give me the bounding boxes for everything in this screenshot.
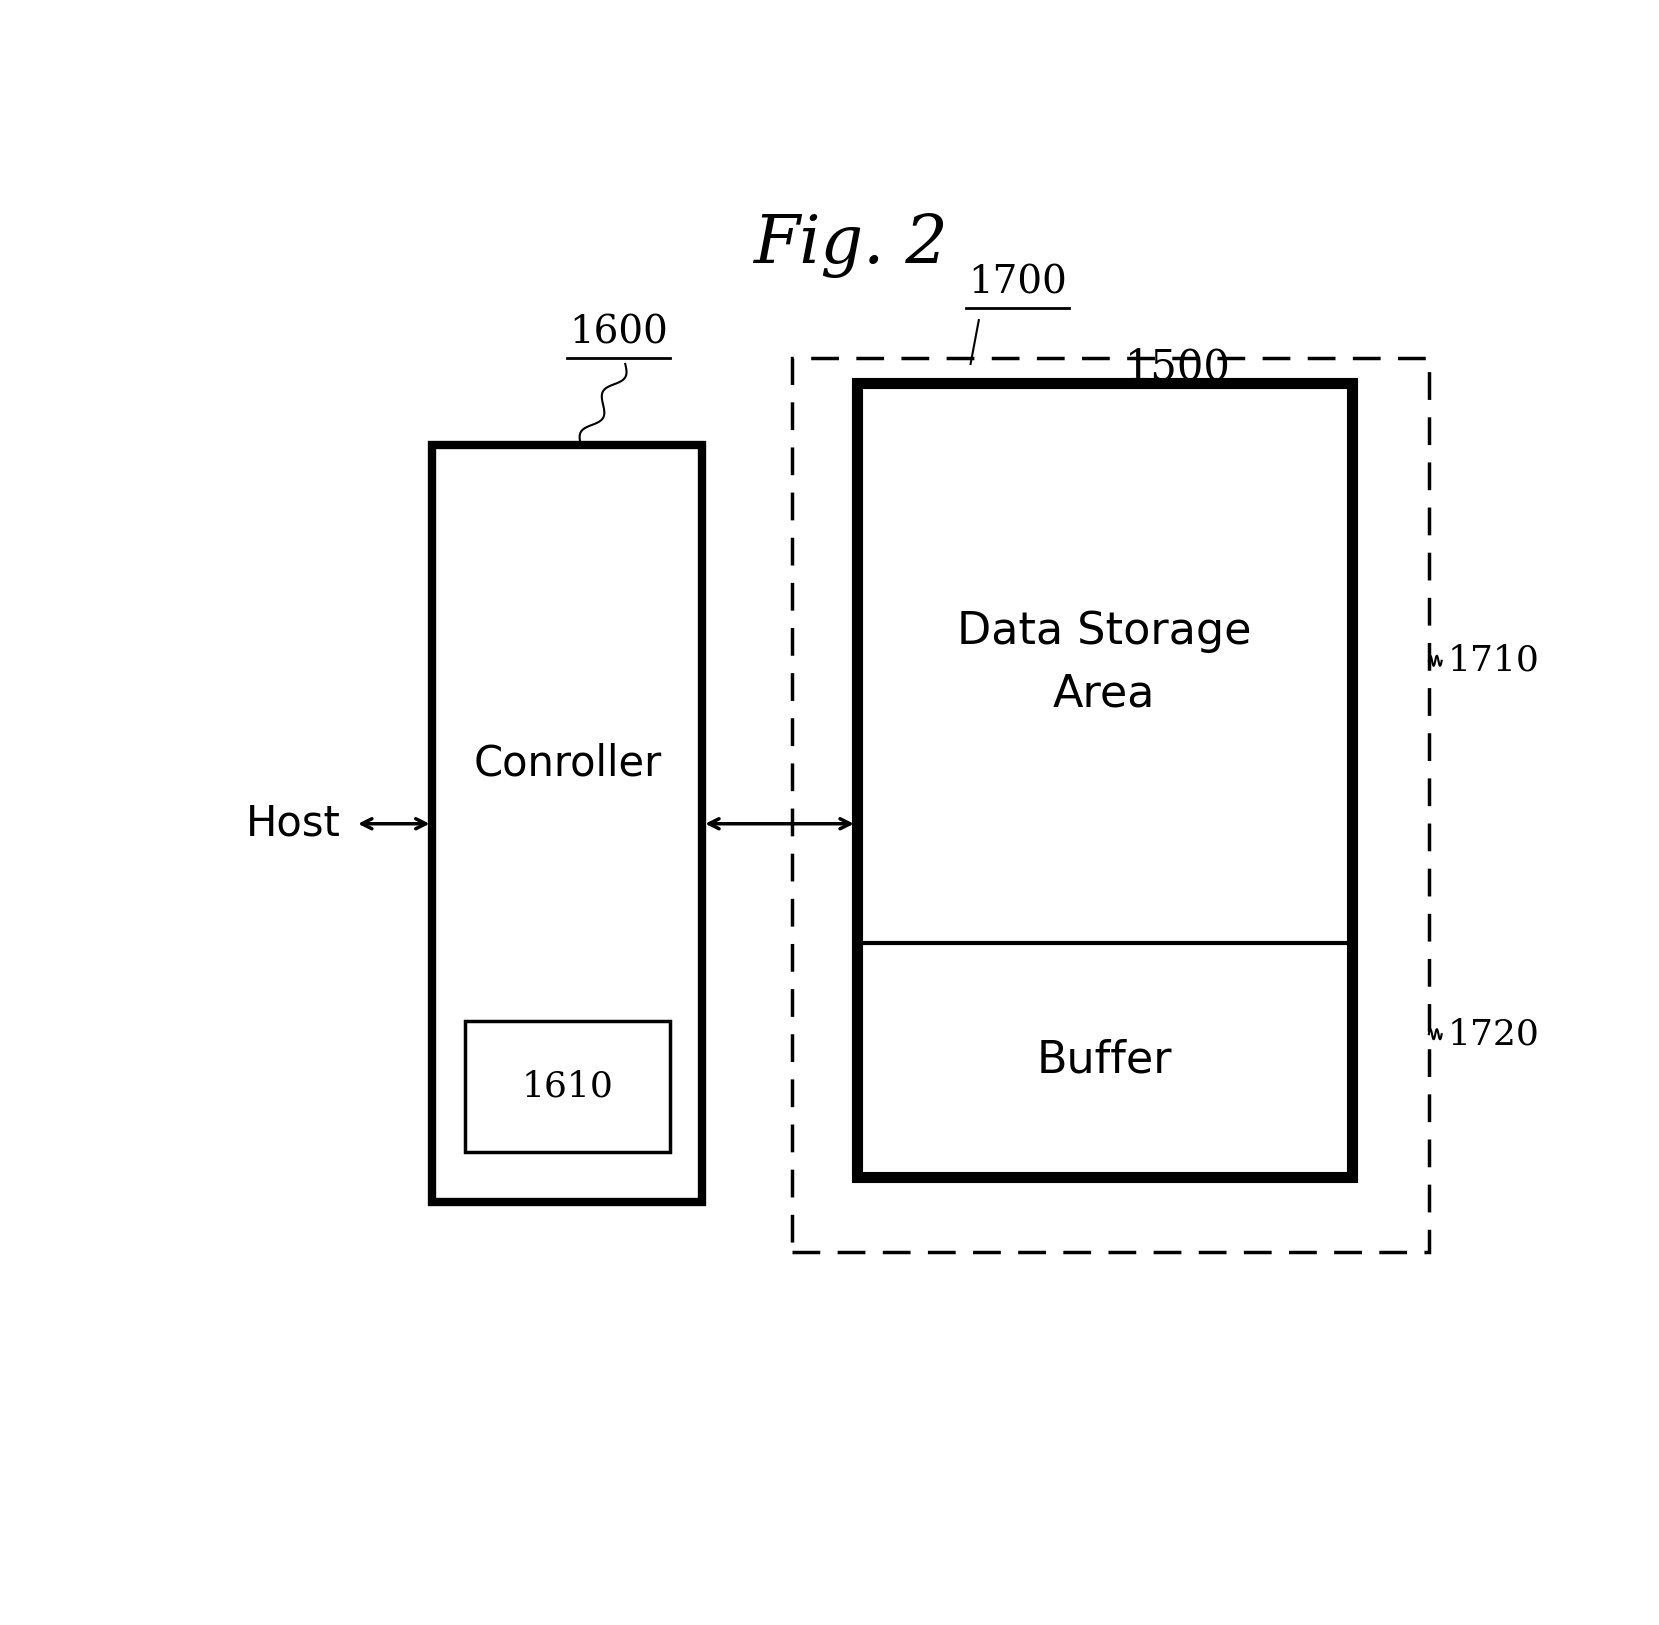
Text: Data Storage
Area: Data Storage Area [957, 609, 1251, 717]
Text: Fig. 2: Fig. 2 [753, 213, 947, 278]
Bar [856, 382, 1352, 1176]
Text: 1710: 1710 [1448, 644, 1540, 678]
Text: 1610: 1610 [521, 1069, 614, 1103]
Text: Buffer: Buffer [1037, 1038, 1171, 1082]
Bar [465, 1020, 670, 1152]
Bar [433, 445, 702, 1202]
Text: Conroller: Conroller [473, 743, 662, 785]
Text: Host: Host [246, 803, 340, 845]
Bar [793, 358, 1428, 1253]
Text: 1720: 1720 [1448, 1017, 1540, 1051]
Text: 1700: 1700 [967, 265, 1067, 301]
Text: 1500: 1500 [1125, 348, 1231, 388]
Text: 1600: 1600 [569, 314, 669, 351]
